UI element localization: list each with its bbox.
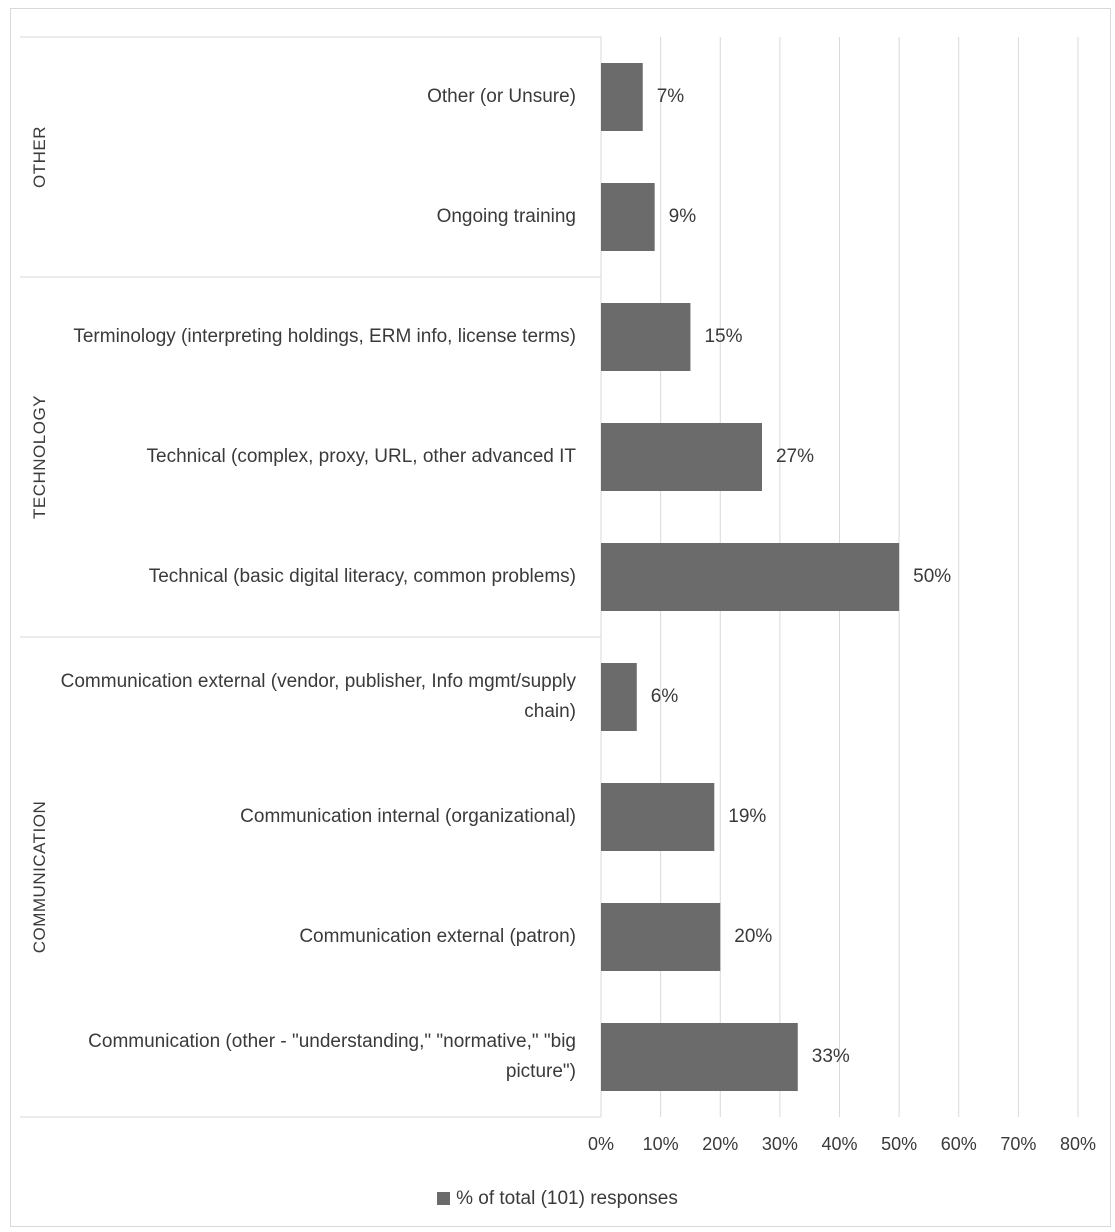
bar: [601, 183, 655, 251]
group-label: TECHNOLOGY: [30, 395, 50, 519]
category-label: Communication (other - "understanding," …: [56, 1027, 576, 1087]
group-label: OTHER: [30, 126, 50, 188]
data-label: 50%: [913, 566, 951, 588]
category-label: Ongoing training: [56, 202, 576, 232]
category-label: Technical (basic digital literacy, commo…: [56, 562, 576, 592]
category-label: Communication internal (organizational): [56, 802, 576, 832]
bar: [601, 1023, 798, 1091]
data-label: 19%: [728, 806, 766, 828]
x-tick-label: 50%: [881, 1134, 917, 1155]
data-label: 27%: [776, 446, 814, 468]
bar: [601, 783, 714, 851]
category-label: Technical (complex, proxy, URL, other ad…: [56, 442, 576, 472]
bar: [601, 63, 643, 131]
data-label: 9%: [669, 206, 696, 228]
x-tick-label: 60%: [941, 1134, 977, 1155]
x-tick-label: 40%: [821, 1134, 857, 1155]
group-label: COMMUNICATION: [30, 801, 50, 954]
data-label: 15%: [704, 326, 742, 348]
bar: [601, 423, 762, 491]
x-tick-label: 0%: [588, 1134, 614, 1155]
category-label: Communication external (vendor, publishe…: [56, 667, 576, 727]
legend-label: % of total (101) responses: [456, 1188, 678, 1209]
bar: [601, 543, 899, 611]
data-label: 7%: [657, 86, 684, 108]
x-tick-label: 30%: [762, 1134, 798, 1155]
category-label: Communication external (patron): [56, 922, 576, 952]
bar: [601, 903, 720, 971]
bar: [601, 303, 690, 371]
legend: % of total (101) responses: [0, 1188, 1115, 1210]
x-tick-label: 80%: [1060, 1134, 1096, 1155]
category-label: Other (or Unsure): [56, 82, 576, 112]
x-tick-label: 20%: [702, 1134, 738, 1155]
data-label: 6%: [651, 686, 678, 708]
x-tick-label: 10%: [643, 1134, 679, 1155]
data-label: 20%: [734, 926, 772, 948]
data-label: 33%: [812, 1046, 850, 1068]
legend-swatch: [437, 1192, 450, 1205]
category-label: Terminology (interpreting holdings, ERM …: [56, 322, 576, 352]
x-tick-label: 70%: [1000, 1134, 1036, 1155]
bar: [601, 663, 637, 731]
